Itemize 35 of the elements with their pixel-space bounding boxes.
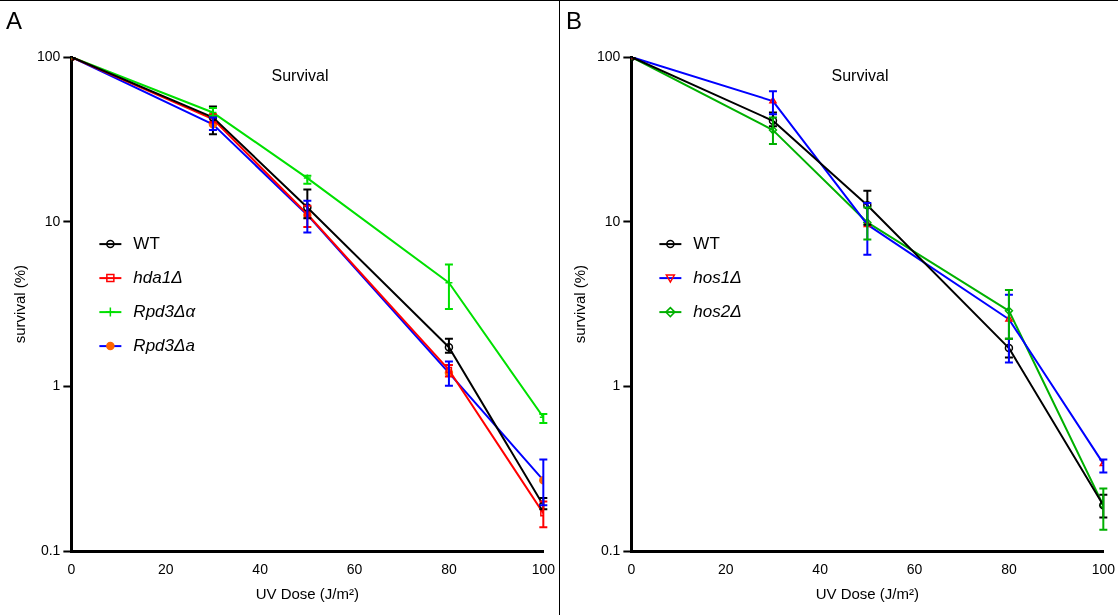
legend-label: WT: [693, 233, 720, 253]
y-axis-title: survival (%): [11, 264, 29, 344]
legend-label: WT: [133, 233, 160, 253]
y-tick-label: 10: [604, 212, 621, 229]
x-tick-label: 80: [441, 561, 457, 578]
legend-label: hda1Δ: [133, 267, 183, 287]
legend-label: hos1Δ: [693, 267, 742, 287]
text: A: [6, 7, 23, 35]
x-tick-label: 20: [157, 561, 174, 578]
x-tick-label: 20: [717, 561, 734, 578]
legend-label: Rpd3Δα: [133, 301, 197, 321]
x-tick-label: 60: [906, 561, 923, 578]
y-tick-label: 0.1: [40, 542, 61, 559]
x-tick-label: 40: [252, 561, 269, 578]
y-tick-label: 1: [612, 377, 621, 394]
x-tick-label: 0: [627, 561, 636, 578]
y-axis-title: survival (%): [571, 264, 589, 344]
text: Survival: [830, 67, 890, 85]
x-tick-label: 100: [531, 561, 556, 578]
y-tick-label: 1: [52, 377, 61, 394]
x-tick-label: 60: [346, 561, 363, 578]
y-tick-label: 10: [44, 212, 61, 229]
x-axis-title: UV Dose (J/m²): [815, 585, 920, 603]
x-tick-label: 0: [67, 561, 76, 578]
text: Survival: [270, 67, 330, 85]
legend-label: hos2Δ: [693, 301, 742, 321]
y-tick-label: 100: [597, 47, 621, 64]
text: B: [566, 7, 583, 35]
legend-label: Rpd3Δa: [133, 335, 195, 355]
y-tick-label: 100: [37, 47, 61, 64]
x-tick-label: 80: [1001, 561, 1017, 578]
x-axis-title: UV Dose (J/m²): [255, 585, 360, 603]
y-tick-label: 0.1: [600, 542, 621, 559]
x-tick-label: 40: [812, 561, 829, 578]
x-tick-label: 100: [1091, 561, 1116, 578]
